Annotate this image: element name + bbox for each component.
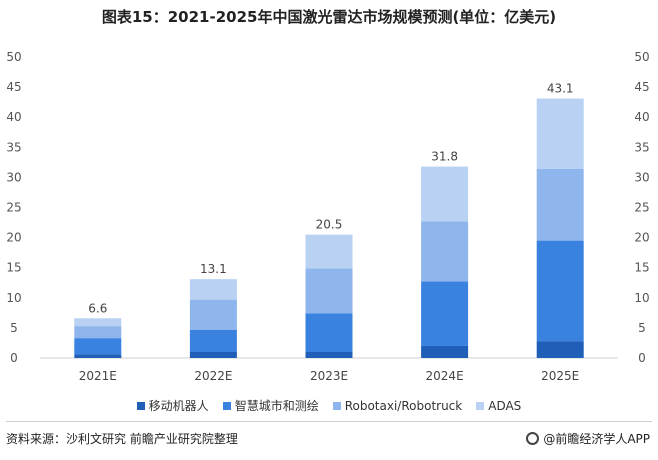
total-label: 43.1	[547, 82, 574, 96]
legend-label: 移动机器人	[148, 399, 209, 413]
source-note: 资料来源：沙利文研究 前瞻产业研究院整理	[6, 432, 238, 446]
y-tick-left: 50	[6, 50, 21, 64]
y-tick-left: 15	[6, 261, 21, 275]
y-tick-left: 30	[6, 170, 21, 184]
left-y-axis: 0 5 10 15 20 25 30 35 40 45 50	[6, 50, 21, 365]
bar-segment	[305, 234, 353, 269]
brand-text: @前瞻经济学人APP	[543, 432, 650, 446]
bar-segment	[74, 318, 122, 327]
bar-segment	[305, 351, 353, 358]
legend-item: 智慧城市和测绘	[222, 397, 319, 414]
bar-segment	[189, 279, 237, 300]
bar-stacks	[74, 98, 584, 358]
y-tick-right: 40	[634, 110, 649, 124]
legend-swatch	[136, 401, 145, 410]
bar-segment	[421, 166, 469, 222]
y-tick-left: 20	[6, 231, 21, 245]
y-tick-right: 25	[634, 201, 649, 215]
legend-label: 智慧城市和测绘	[234, 399, 319, 413]
bar-segment	[189, 299, 237, 330]
y-tick-right: 0	[638, 351, 646, 365]
x-tick-label: 2022E	[194, 369, 232, 383]
total-label: 31.8	[431, 150, 458, 164]
bar-segment	[421, 345, 469, 358]
bar-segment	[305, 268, 353, 314]
y-tick-right: 45	[634, 80, 649, 94]
bar-segment	[189, 351, 237, 358]
y-tick-left: 35	[6, 140, 21, 154]
bar-segment	[536, 168, 584, 241]
chart-title: 图表15：2021-2025年中国激光雷达市场规模预测(单位：亿美元)	[101, 8, 557, 26]
total-labels: 6.6 13.1 20.5 31.8 43.1	[88, 82, 573, 316]
bar-segment	[536, 341, 584, 358]
right-y-axis: 0 5 10 15 20 25 30 35 40 45 50	[634, 50, 649, 365]
y-tick-left: 10	[6, 291, 21, 305]
y-tick-left: 45	[6, 80, 21, 94]
legend-swatch	[332, 401, 341, 410]
legend-label: ADAS	[488, 398, 522, 413]
brand-tag: @前瞻经济学人APP	[526, 430, 650, 447]
total-label: 6.6	[88, 301, 107, 315]
y-tick-right: 30	[634, 170, 649, 184]
x-tick-label: 2021E	[79, 369, 117, 383]
bar-segment	[421, 281, 469, 346]
bar-segment	[74, 354, 122, 358]
legend-swatch	[222, 401, 231, 410]
legend-label: Robotaxi/Robotruck	[344, 398, 463, 413]
x-axis-ticks: 2021E 2022E 2023E 2024E 2025E	[79, 369, 580, 383]
y-tick-right: 50	[634, 50, 649, 64]
y-tick-right: 5	[638, 321, 646, 335]
brand-logo-icon	[526, 432, 540, 445]
y-tick-left: 5	[10, 321, 18, 335]
y-tick-left: 25	[6, 201, 21, 215]
legend-item: ADAS	[476, 397, 521, 414]
y-tick-right: 10	[634, 291, 649, 305]
footer-divider	[6, 421, 652, 422]
bar-segment	[74, 326, 122, 339]
bar-segment	[189, 329, 237, 352]
total-label: 13.1	[200, 262, 227, 276]
x-tick-label: 2025E	[541, 369, 579, 383]
legend-item: Robotaxi/Robotruck	[332, 397, 463, 414]
x-tick-label: 2024E	[426, 369, 464, 383]
bar-segment	[536, 240, 584, 342]
y-tick-left: 0	[10, 351, 18, 365]
y-tick-left: 40	[6, 110, 21, 124]
y-tick-right: 35	[634, 140, 649, 154]
y-tick-right: 20	[634, 231, 649, 245]
chart-legend: 移动机器人 智慧城市和测绘 Robotaxi/Robotruck ADAS	[0, 397, 658, 414]
bar-segment	[305, 313, 353, 352]
bar-segment	[74, 338, 122, 355]
legend-item: 移动机器人	[136, 397, 209, 414]
bar-segment	[536, 98, 584, 169]
total-label: 20.5	[316, 218, 343, 232]
legend-swatch	[476, 401, 485, 410]
bar-segment	[421, 221, 469, 282]
y-tick-right: 15	[634, 261, 649, 275]
x-tick-label: 2023E	[310, 369, 348, 383]
